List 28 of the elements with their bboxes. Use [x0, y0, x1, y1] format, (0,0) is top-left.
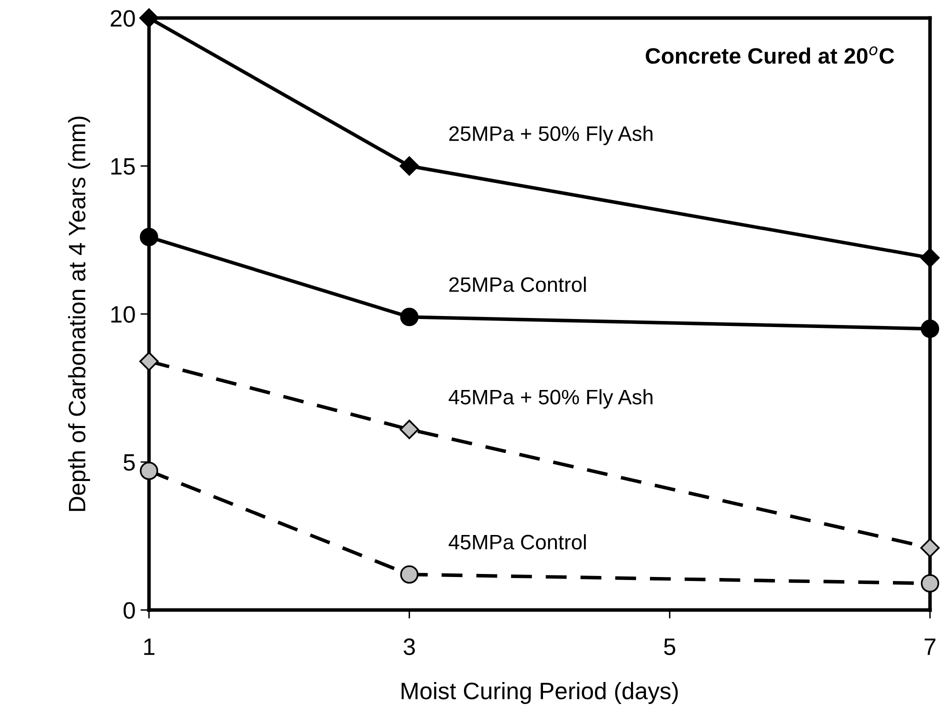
y-tick-label: 10 — [111, 306, 135, 323]
y-tick-label: 15 — [111, 158, 135, 175]
x-tick-label: 7 — [924, 638, 936, 655]
series-label: 25MPa + 50% Fly Ash — [449, 126, 652, 146]
point — [140, 228, 158, 246]
series-label: 45MPa Control — [448, 534, 586, 550]
x-tick-label: 3 — [404, 638, 415, 656]
point — [400, 420, 420, 440]
point — [920, 320, 940, 338]
point — [400, 156, 420, 176]
x-axis-title: Moist Curing Period (days) — [402, 682, 678, 704]
series-label: 25MPa Control — [449, 276, 586, 292]
x-tick-label: 5 — [664, 638, 676, 656]
y-tick-label: 0 — [124, 602, 135, 619]
y-tick-label: 5 — [124, 454, 135, 471]
point — [139, 8, 159, 28]
y-tick-label: 20 — [110, 10, 135, 27]
point — [140, 462, 158, 480]
series-label: 45MPa + 50% Fly Ash — [448, 389, 652, 409]
point — [400, 565, 418, 584]
point — [400, 308, 418, 326]
point — [139, 352, 159, 372]
point — [920, 574, 940, 593]
point — [920, 538, 940, 558]
y-axis-title: Depth of Carbonation at 4 Years (mm) — [68, 116, 90, 511]
point — [920, 248, 940, 268]
x-tick-label: 1 — [144, 638, 154, 655]
text: Concrete Cured at 20$^{o}$C — [646, 46, 894, 64]
